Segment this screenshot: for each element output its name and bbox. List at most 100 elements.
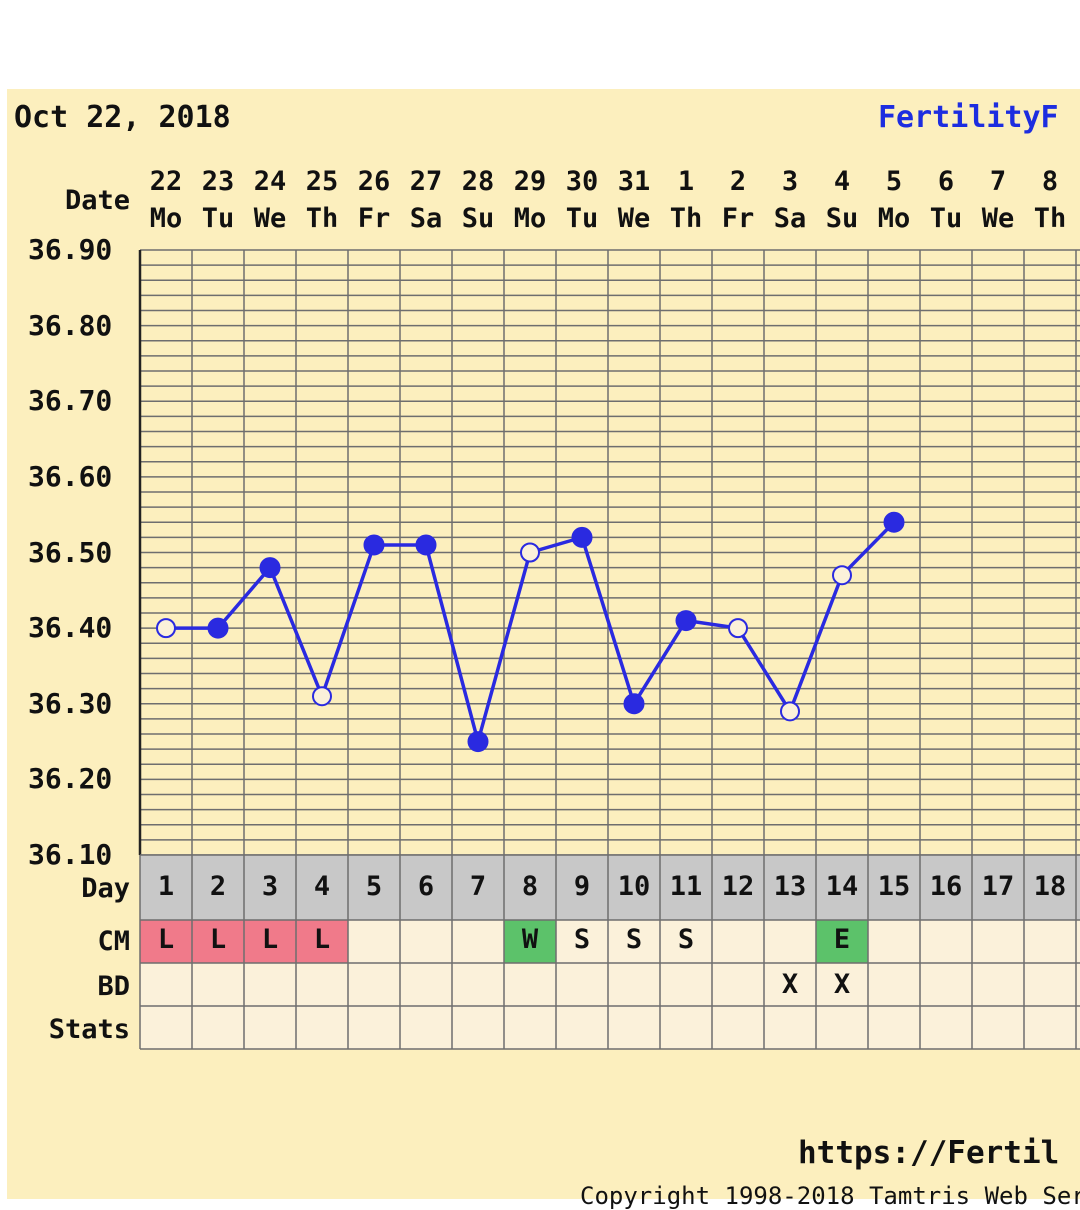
- weekday-label: Tu: [929, 203, 963, 234]
- cm-value: S: [573, 924, 591, 955]
- cycle-day-label: 9: [573, 871, 591, 902]
- cycle-day-label: 18: [1033, 871, 1067, 902]
- cm-cell-2: [192, 920, 244, 963]
- date-label: 7: [989, 166, 1007, 197]
- chart-start-date: Oct 22, 2018: [14, 100, 231, 135]
- temp-point-day-12: [728, 618, 748, 639]
- cm-value: L: [209, 924, 227, 955]
- cm-value: W: [521, 924, 539, 955]
- date-label: 3: [781, 166, 799, 197]
- date-label: 30: [565, 166, 599, 197]
- cm-cell-3: [244, 920, 296, 963]
- weekday-label: Su: [461, 203, 495, 234]
- cm-cell-4: [296, 920, 348, 963]
- cycle-day-label: 3: [261, 871, 279, 902]
- date-label: 29: [513, 166, 547, 197]
- cm-cell-1: [140, 920, 192, 963]
- cm-value: S: [625, 924, 643, 955]
- cm-value: L: [313, 924, 331, 955]
- weekday-label: Sa: [409, 203, 443, 234]
- temp-point-day-8: [520, 542, 540, 563]
- date-label: 1: [677, 166, 695, 197]
- brand-link[interactable]: FertilityF: [878, 100, 1059, 135]
- cm-cell-8: [504, 920, 556, 963]
- cycle-day-label: 13: [773, 871, 807, 902]
- temp-point-day-1: [156, 618, 176, 639]
- bd-row-label: BD: [97, 971, 130, 1002]
- date-label: 27: [409, 166, 443, 197]
- y-tick-label: 36.70: [28, 384, 113, 418]
- cycle-day-label: 15: [877, 871, 911, 902]
- date-label: 26: [357, 166, 391, 197]
- cm-cell-14: [816, 920, 868, 963]
- cycle-day-label: 2: [209, 871, 227, 902]
- date-label: 2: [729, 166, 747, 197]
- date-label: 8: [1041, 166, 1059, 197]
- y-tick-label: 36.10: [28, 838, 113, 871]
- cycle-day-label: 4: [313, 871, 331, 902]
- y-tick-label: 36.30: [28, 686, 113, 720]
- weekday-label: Mo: [877, 203, 911, 234]
- weekday-label: Mo: [513, 203, 547, 234]
- cycle-day-label: 6: [417, 871, 435, 902]
- y-tick-label: 36.50: [28, 535, 113, 569]
- weekday-label: Su: [825, 203, 859, 234]
- weekday-label: We: [981, 203, 1015, 234]
- cycle-day-label: 11: [669, 871, 703, 902]
- temp-point-day-15: [883, 511, 905, 533]
- weekday-label: We: [253, 203, 287, 234]
- cycle-day-label: 10: [617, 871, 651, 902]
- weekday-label: Th: [305, 203, 339, 234]
- cm-value: E: [833, 924, 851, 955]
- temp-point-day-11: [675, 610, 697, 632]
- date-label: 22: [149, 166, 183, 197]
- temp-point-day-14: [832, 565, 852, 586]
- cycle-day-label: 5: [365, 871, 383, 902]
- date-label: 23: [201, 166, 235, 197]
- cycle-day-label: 16: [929, 871, 963, 902]
- cycle-day-label: 12: [721, 871, 755, 902]
- day-row-label: Day: [81, 873, 130, 904]
- weekday-label: Tu: [565, 203, 599, 234]
- footer-url[interactable]: https://Fertil: [798, 1135, 1060, 1171]
- cm-value: S: [677, 924, 695, 955]
- weekday-label: Fr: [721, 203, 755, 234]
- cm-value: L: [261, 924, 279, 955]
- y-tick-label: 36.20: [28, 762, 113, 796]
- temp-point-day-6: [415, 534, 437, 556]
- temp-point-day-3: [259, 557, 281, 579]
- date-label: 31: [617, 166, 651, 197]
- temp-point-day-9: [571, 526, 593, 548]
- y-tick-label: 36.90: [28, 233, 113, 266]
- weekday-label: Tu: [201, 203, 235, 234]
- cycle-day-label: 1: [157, 871, 175, 902]
- cycle-day-label: 8: [521, 871, 539, 902]
- date-label: 24: [253, 166, 287, 197]
- cycle-day-label: 17: [981, 871, 1015, 902]
- temp-point-day-13: [780, 701, 800, 722]
- bd-value: X: [781, 969, 799, 1000]
- date-label: 28: [461, 166, 495, 197]
- footer-copyright: Copyright 1998-2018 Tamtris Web Ser: [580, 1182, 1080, 1210]
- temp-point-day-10: [623, 693, 645, 715]
- date-label: 6: [937, 166, 955, 197]
- date-label: 25: [305, 166, 339, 197]
- stats-row-label: Stats: [48, 1014, 130, 1045]
- weekday-label: Fr: [357, 203, 391, 234]
- weekday-label: Th: [1033, 203, 1067, 234]
- y-tick-label: 36.40: [28, 611, 113, 645]
- date-label: 4: [833, 166, 851, 197]
- weekday-label: Th: [669, 203, 703, 234]
- bd-value: X: [833, 969, 851, 1000]
- cycle-day-label: 7: [469, 871, 487, 902]
- y-tick-label: 36.60: [28, 459, 113, 493]
- temp-point-day-5: [363, 534, 385, 556]
- cycle-day-label: 14: [825, 871, 859, 902]
- cm-value: L: [157, 924, 175, 955]
- date-label: 5: [885, 166, 903, 197]
- temp-point-day-7: [467, 731, 489, 753]
- weekday-label: Mo: [149, 203, 183, 234]
- temp-point-day-4: [312, 686, 332, 707]
- cm-row-label: CM: [97, 926, 130, 957]
